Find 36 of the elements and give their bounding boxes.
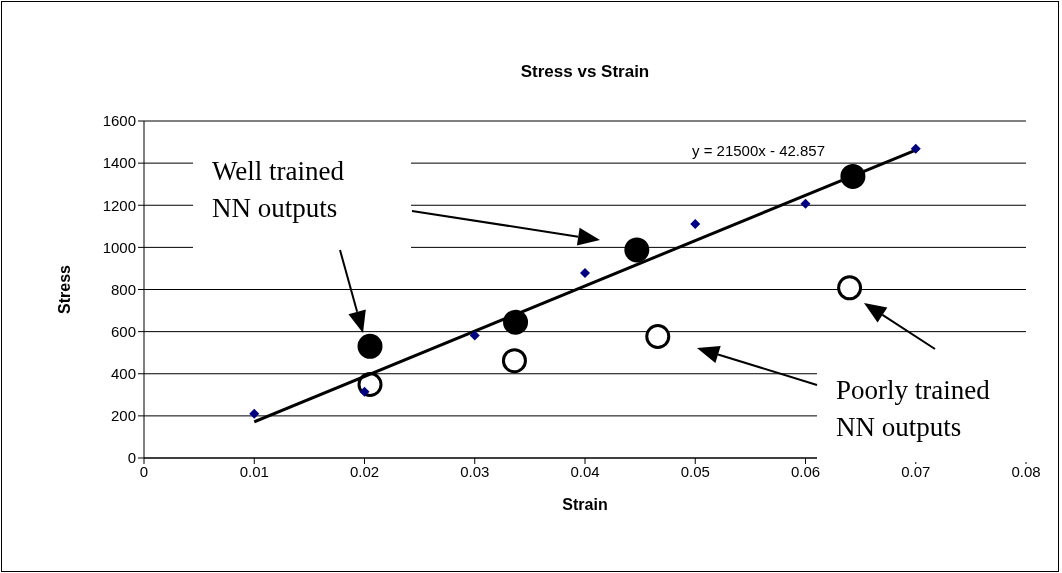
annotation: y = 21500x - 42.857 — [692, 142, 826, 159]
x-tick-label: 0 — [139, 462, 149, 480]
point — [645, 323, 671, 349]
point — [837, 275, 863, 301]
x-tick-label: 0.01 — [239, 462, 269, 480]
point — [501, 348, 527, 374]
point — [359, 386, 370, 397]
x-tick-label: 0.04 — [570, 462, 600, 480]
y-tick-label: 600 — [110, 322, 136, 340]
x-axis-title: Strain — [562, 496, 608, 513]
point — [249, 408, 260, 419]
y-tick-label: 800 — [110, 280, 136, 298]
chart-title: Stress vs Strain — [519, 62, 651, 82]
y-tick-label: 400 — [110, 365, 136, 383]
point — [469, 330, 480, 341]
y-axis-title: Stress — [55, 264, 73, 314]
point — [910, 143, 921, 154]
y-tick-label: 1200 — [102, 196, 136, 214]
point — [624, 237, 650, 263]
y-tick-label: 0 — [127, 449, 136, 467]
annotation: Well trained NN outputs — [212, 156, 345, 223]
point — [580, 268, 590, 279]
x-tick-label: 0.03 — [460, 462, 490, 480]
y-tick-label: 1400 — [102, 154, 136, 172]
x-tick-label: 0.05 — [680, 462, 710, 480]
x-tick-label: 0.08 — [1011, 462, 1041, 480]
point — [690, 219, 701, 229]
point — [357, 333, 383, 359]
y-tick-label: 1000 — [102, 238, 136, 256]
y-tick-label: 1600 — [102, 112, 136, 130]
y-tick-label: 200 — [110, 407, 136, 425]
x-tick-label: 0.07 — [901, 462, 931, 480]
point — [800, 198, 811, 209]
annotation: Poorly trained NN outputs — [836, 375, 991, 442]
x-tick-label: 0.06 — [790, 462, 821, 480]
x-tick-label: 0.02 — [349, 462, 380, 480]
